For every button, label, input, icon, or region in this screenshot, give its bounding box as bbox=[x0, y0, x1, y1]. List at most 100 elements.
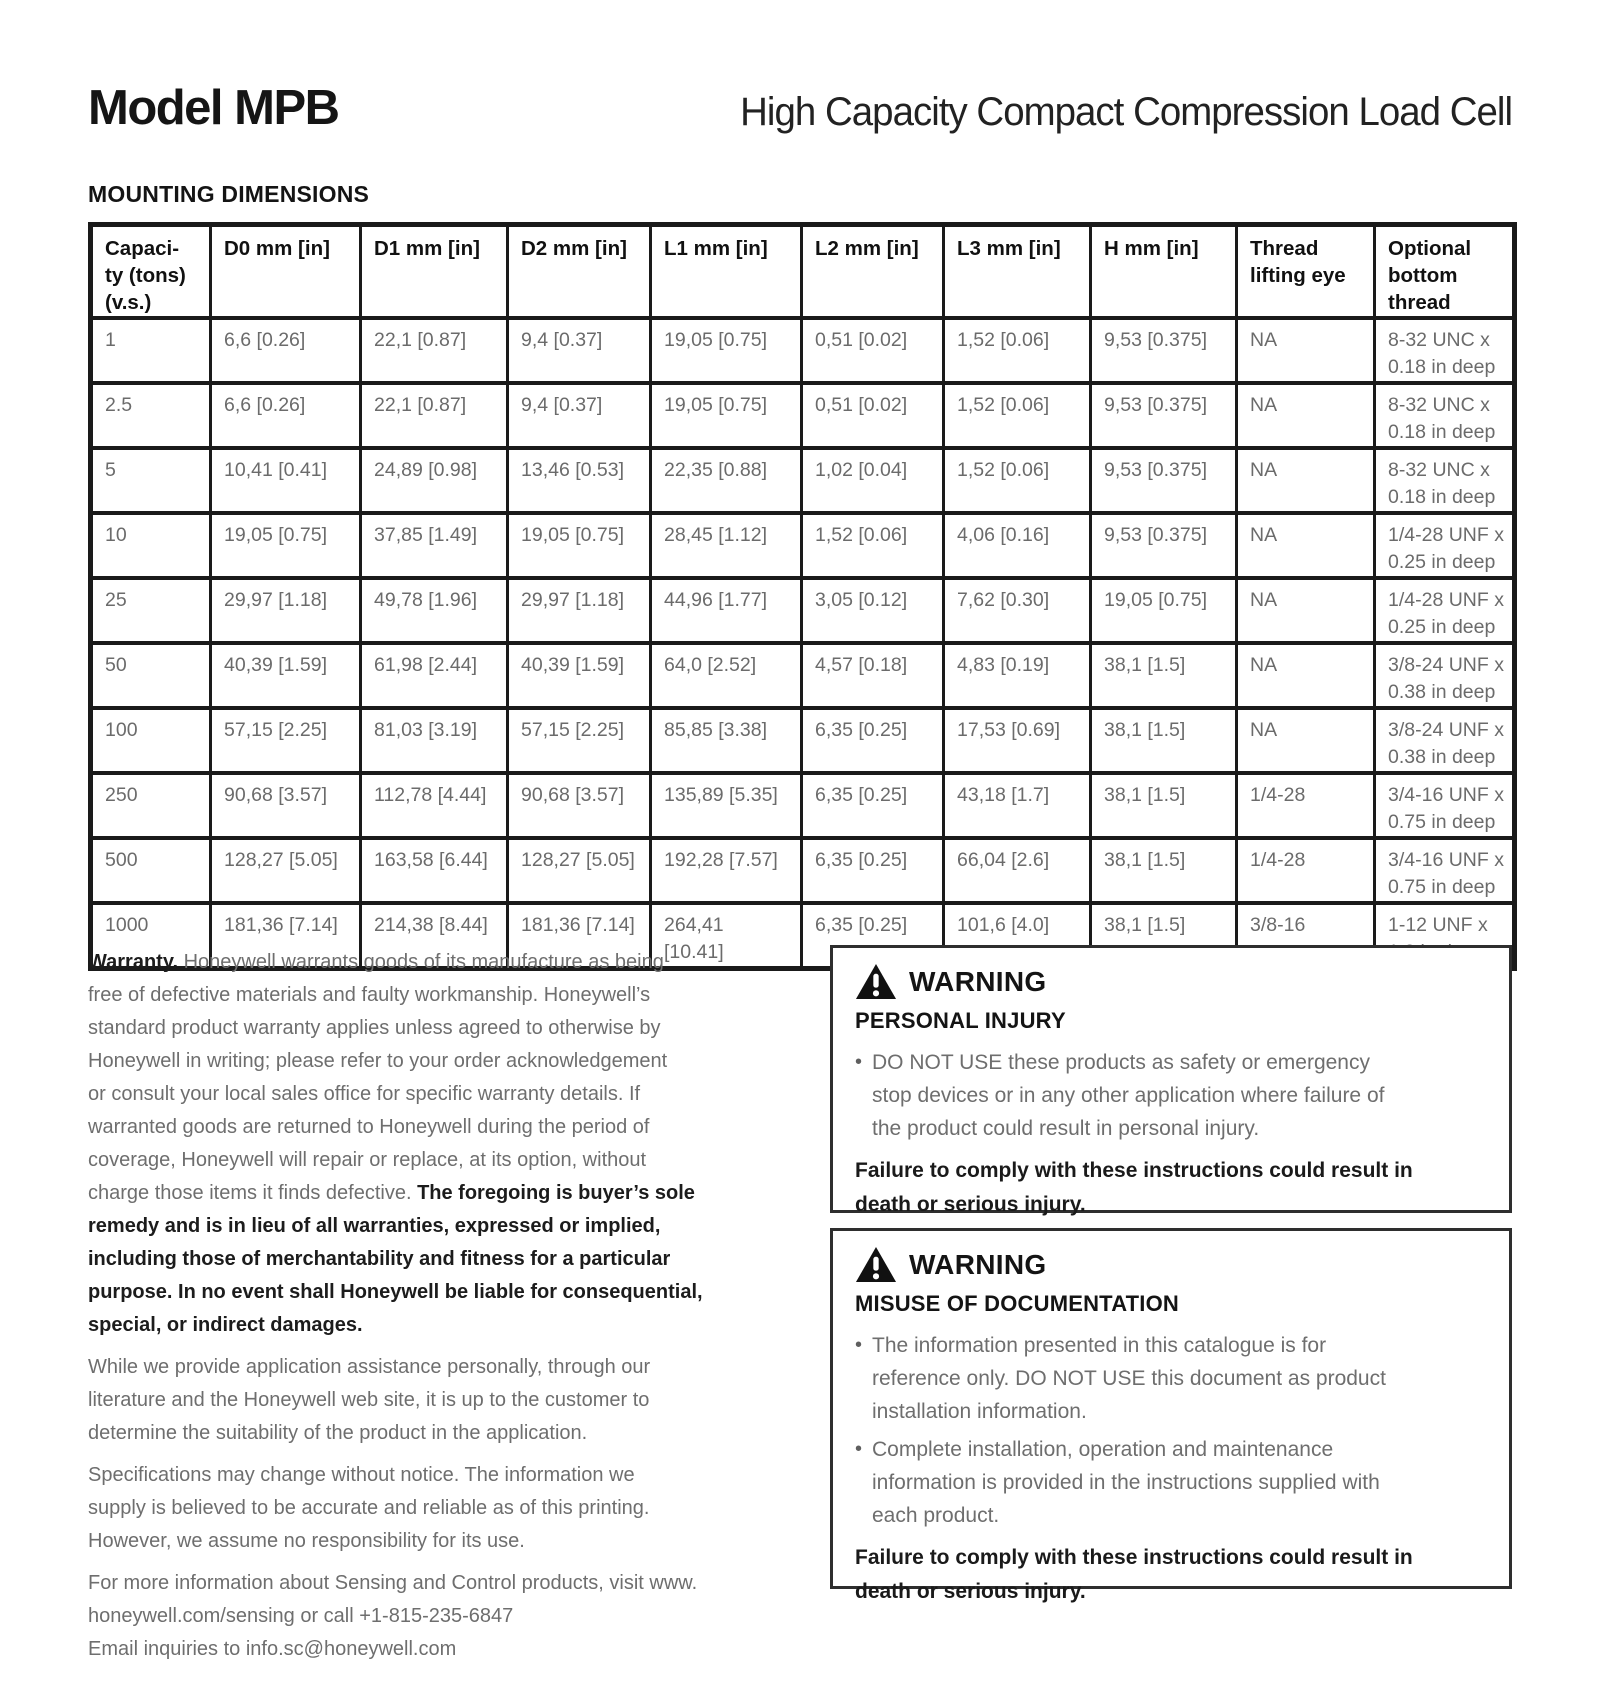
section-heading: MOUNTING DIMENSIONS bbox=[88, 181, 370, 207]
table-cell: NA bbox=[1235, 706, 1376, 775]
table-cell: 6,35 [0.25] bbox=[800, 836, 945, 905]
table-cell: 22,1 [0.87] bbox=[359, 381, 509, 450]
table-cell: 10,41 [0.41] bbox=[209, 446, 362, 515]
table-row: 10 19,05 [0.75] 37,85 [1.49] 19,05 [0.75] 28… bbox=[89, 511, 1516, 580]
table-cell: 128,27 [5.05] bbox=[209, 836, 362, 905]
table-cell: 57,15 [2.25] bbox=[209, 706, 362, 775]
warning-label: WARNING bbox=[909, 1248, 1047, 1280]
table-cell: NA bbox=[1235, 641, 1376, 710]
table-cell: 19,05 [0.75] bbox=[1089, 576, 1238, 645]
warning-bullet-text: Complete installation, operation and mai… bbox=[872, 1438, 1380, 1527]
table-cell: 19,05 [0.75] bbox=[649, 316, 803, 385]
table-cell: 181,36 [7.14] bbox=[506, 901, 652, 970]
table-cell: 10 bbox=[89, 511, 212, 580]
footer-text-column: Warranty. Honeywell warrants goods of it… bbox=[88, 946, 800, 1675]
table-cell: NA bbox=[1235, 576, 1376, 645]
mounting-dimensions-table: Capaci- ty (tons) (v.s.) D0 mm [in] D1 m… bbox=[88, 222, 1517, 971]
warning-bullet-text: DO NOT USE these products as safety or e… bbox=[872, 1051, 1385, 1140]
table-cell: 8-32 UNC x 0.18 in deep bbox=[1373, 316, 1516, 385]
col-header-capacity: Capaci- ty (tons) (v.s.) bbox=[89, 223, 212, 320]
table-cell: 9,53 [0.375] bbox=[1089, 446, 1238, 515]
table-cell: 29,97 [1.18] bbox=[209, 576, 362, 645]
table-row: 2.5 6,6 [0.26] 22,1 [0.87] 9,4 [0.37] 19,05 … bbox=[89, 381, 1516, 450]
table-cell: 0,51 [0.02] bbox=[800, 316, 945, 385]
table-cell: 6,35 [0.25] bbox=[800, 771, 945, 840]
table-cell: 3/4-16 UNF x 0.75 in deep bbox=[1373, 836, 1516, 905]
specifications-notice-paragraph: Specifications may change without notice… bbox=[88, 1464, 650, 1552]
table-cell: NA bbox=[1235, 511, 1376, 580]
table-cell: 214,38 [8.44] bbox=[359, 901, 509, 970]
table-cell: 250 bbox=[89, 771, 212, 840]
warning-footer: Failure to comply with these instruction… bbox=[855, 1546, 1413, 1603]
table-cell: 38,1 [1.5] bbox=[1089, 706, 1238, 775]
warranty-body: Honeywell warrants goods of its manufact… bbox=[88, 951, 668, 1204]
application-assistance-paragraph: While we provide application assistance … bbox=[88, 1356, 651, 1444]
table-cell: 1 bbox=[89, 316, 212, 385]
table-cell: 9,4 [0.37] bbox=[506, 381, 652, 450]
bullet-marker: • bbox=[855, 1334, 863, 1356]
col-header-optional: Optional bottom thread bbox=[1373, 223, 1516, 320]
table-cell: 3/4-16 UNF x 0.75 in deep bbox=[1373, 771, 1516, 840]
col-header-l2: L2 mm [in] bbox=[800, 223, 945, 320]
table-cell: 19,05 [0.75] bbox=[209, 511, 362, 580]
table-cell: 44,96 [1.77] bbox=[649, 576, 803, 645]
table-cell: 7,62 [0.30] bbox=[942, 576, 1092, 645]
bullet-marker: • bbox=[855, 1051, 863, 1073]
table-row: 100 57,15 [2.25] 81,03 [3.19] 57,15 [2.25] 8… bbox=[89, 706, 1516, 775]
table-cell: 135,89 [5.35] bbox=[649, 771, 803, 840]
table-cell: 9,53 [0.375] bbox=[1089, 316, 1238, 385]
table-cell: 85,85 [3.38] bbox=[649, 706, 803, 775]
page-title: Model MPB bbox=[88, 81, 340, 135]
warning-bullets: • DO NOT USE these products as safety or … bbox=[855, 1046, 1487, 1145]
table-cell: 1,52 [0.06] bbox=[942, 446, 1092, 515]
table-cell: 264,41 [10.41] bbox=[649, 901, 803, 970]
warning-triangle-icon bbox=[855, 964, 897, 999]
table-cell: 50 bbox=[89, 641, 212, 710]
table-cell: 9,4 [0.37] bbox=[506, 316, 652, 385]
table-cell: 9,53 [0.375] bbox=[1089, 511, 1238, 580]
table-cell: 4,83 [0.19] bbox=[942, 641, 1092, 710]
table-cell: 37,85 [1.49] bbox=[359, 511, 509, 580]
table-cell: 38,1 [1.5] bbox=[1089, 771, 1238, 840]
table-cell: 61,98 [2.44] bbox=[359, 641, 509, 710]
table-cell: 181,36 [7.14] bbox=[209, 901, 362, 970]
table-cell: 3/8-24 UNF x 0.38 in deep bbox=[1373, 641, 1516, 710]
table-cell: 6,35 [0.25] bbox=[800, 706, 945, 775]
col-header-l1: L1 mm [in] bbox=[649, 223, 803, 320]
table-row: 5 10,41 [0.41] 24,89 [0.98] 13,46 [0.53] 22,… bbox=[89, 446, 1516, 515]
table-cell: NA bbox=[1235, 316, 1376, 385]
col-header-h: H mm [in] bbox=[1089, 223, 1238, 320]
table-cell: 3/8-24 UNF x 0.38 in deep bbox=[1373, 706, 1516, 775]
table-cell: 6,6 [0.26] bbox=[209, 381, 362, 450]
table-cell: 0,51 [0.02] bbox=[800, 381, 945, 450]
table-cell: 4,57 [0.18] bbox=[800, 641, 945, 710]
table-cell: 6,35 [0.25] bbox=[800, 901, 945, 970]
col-header-d0: D0 mm [in] bbox=[209, 223, 362, 320]
warning-header: WARNING bbox=[855, 1246, 1487, 1283]
table-cell: 1/4-28 UNF x 0.25 in deep bbox=[1373, 511, 1516, 580]
table-cell: 81,03 [3.19] bbox=[359, 706, 509, 775]
table-cell: 90,68 [3.57] bbox=[209, 771, 362, 840]
warning-bullet: • Complete installation, operation and ma… bbox=[855, 1433, 1487, 1532]
warning-bullets: • The information presented in this catal… bbox=[855, 1329, 1487, 1532]
table-cell: 38,1 [1.5] bbox=[1089, 836, 1238, 905]
contact-info-paragraph: For more information about Sensing and C… bbox=[88, 1572, 698, 1660]
table-cell: 1,52 [0.06] bbox=[942, 316, 1092, 385]
table-cell: 1,52 [0.06] bbox=[800, 511, 945, 580]
table-cell: 5 bbox=[89, 446, 212, 515]
table-cell: NA bbox=[1235, 446, 1376, 515]
col-header-l3: L3 mm [in] bbox=[942, 223, 1092, 320]
warning-footer: Failure to comply with these instruction… bbox=[855, 1159, 1413, 1216]
table-cell: 25 bbox=[89, 576, 212, 645]
bullet-marker: • bbox=[855, 1438, 863, 1460]
table-row: 1 6,6 [0.26] 22,1 [0.87] 9,4 [0.37] 19,05 [0… bbox=[89, 316, 1516, 385]
table-cell: 112,78 [4.44] bbox=[359, 771, 509, 840]
warranty-bold-remedy: The foregoing is buyer’s sole remedy and… bbox=[88, 1182, 703, 1336]
col-header-d2: D2 mm [in] bbox=[506, 223, 652, 320]
table-cell: 28,45 [1.12] bbox=[649, 511, 803, 580]
warranty-lead: Warranty. bbox=[88, 951, 179, 973]
table-cell: 163,58 [6.44] bbox=[359, 836, 509, 905]
table-cell: 40,39 [1.59] bbox=[209, 641, 362, 710]
table-cell: 1/4-28 bbox=[1235, 836, 1376, 905]
